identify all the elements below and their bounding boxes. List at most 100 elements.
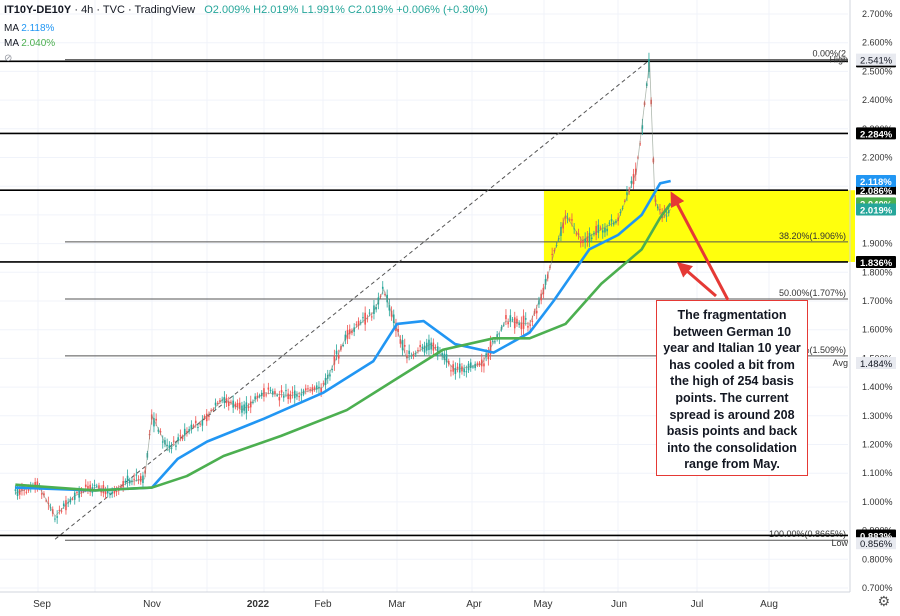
candle-body bbox=[571, 219, 573, 221]
settings-gear-icon[interactable]: ⚙ bbox=[877, 593, 890, 609]
candle-body bbox=[665, 215, 668, 217]
candle-body bbox=[397, 328, 399, 333]
y-tick-label: 0.700% bbox=[862, 583, 893, 593]
candle-body bbox=[241, 405, 243, 413]
candle-body bbox=[188, 429, 190, 432]
candle-body bbox=[423, 345, 426, 353]
candle-body bbox=[375, 307, 377, 310]
candle-body bbox=[478, 362, 481, 366]
candle-body bbox=[318, 386, 320, 389]
candle-body bbox=[659, 209, 661, 211]
y-tick-label: 1.700% bbox=[862, 296, 893, 306]
candle-body bbox=[414, 353, 417, 355]
candle-body bbox=[333, 356, 336, 365]
candle-body bbox=[366, 318, 369, 320]
candle-body bbox=[194, 420, 197, 424]
candle-body bbox=[544, 279, 547, 285]
candle-body bbox=[14, 489, 17, 491]
candle-body bbox=[337, 355, 340, 359]
candle-body bbox=[586, 236, 589, 242]
candle-body bbox=[483, 363, 485, 367]
candle-body bbox=[168, 445, 171, 449]
candle-body bbox=[291, 392, 294, 394]
candle-body bbox=[87, 485, 89, 490]
ma-slow-legend[interactable]: MA 2.040% bbox=[4, 38, 55, 49]
y-tick-label: 1.000% bbox=[862, 497, 893, 507]
side-mark-tag: Avg bbox=[833, 358, 848, 368]
candle-body bbox=[373, 305, 375, 315]
brand-label: TradingView bbox=[134, 4, 196, 16]
candle-body bbox=[111, 491, 113, 494]
candle-body bbox=[355, 324, 358, 326]
y-tick-label: 1.100% bbox=[862, 468, 893, 478]
candle-body bbox=[597, 224, 600, 233]
candle-body bbox=[568, 219, 571, 221]
x-tick-label: Jun bbox=[611, 599, 627, 610]
candle-body bbox=[214, 402, 217, 406]
candle-body bbox=[320, 387, 322, 393]
candle-body bbox=[210, 409, 212, 411]
candle-body bbox=[197, 426, 199, 428]
level-badge: 1.836% bbox=[860, 258, 893, 269]
candle-body bbox=[626, 192, 628, 195]
candle-body bbox=[238, 402, 241, 409]
annotation-box[interactable]: The fragmentation between German 10 year… bbox=[656, 300, 808, 476]
candle-body bbox=[40, 493, 43, 495]
candle-body bbox=[216, 402, 219, 404]
ma-fast-legend[interactable]: MA 2.118% bbox=[4, 23, 54, 34]
arrow-to-high bbox=[670, 191, 730, 301]
candle-body bbox=[307, 388, 309, 390]
candle-body bbox=[364, 312, 366, 325]
candle-body bbox=[274, 391, 276, 394]
y-tick-label: 1.200% bbox=[862, 440, 893, 450]
candle-body bbox=[71, 498, 74, 500]
candle-body bbox=[139, 476, 142, 482]
candle-body bbox=[577, 233, 580, 235]
candle-body bbox=[590, 237, 593, 239]
candle-body bbox=[133, 478, 135, 480]
candle-body bbox=[441, 353, 443, 357]
candle-body bbox=[190, 424, 193, 430]
y-tick-label: 1.600% bbox=[862, 325, 893, 335]
hide-indicators-icon[interactable]: ⊘ bbox=[4, 53, 13, 64]
candle-body bbox=[311, 387, 314, 392]
price-axis: 2.700%2.600%2.500%2.400%2.300%2.200%1.90… bbox=[829, 0, 896, 593]
candle-body bbox=[236, 402, 239, 407]
candle-body bbox=[368, 312, 371, 314]
fib-level-label: 38.20%(1.906%) bbox=[779, 231, 846, 241]
price-path bbox=[15, 61, 671, 517]
candle-body bbox=[480, 359, 483, 367]
candle-body bbox=[612, 222, 615, 225]
side-mark-tag: Low bbox=[831, 538, 848, 548]
candle-body bbox=[249, 401, 252, 408]
candle-body bbox=[309, 389, 311, 391]
time-axis: Sep Nov 2022 Feb Mar Apr May Jun Jul Aug bbox=[0, 591, 850, 610]
candle-body bbox=[21, 487, 23, 491]
candle-body bbox=[588, 232, 591, 242]
interval-label[interactable]: 4h bbox=[81, 4, 94, 16]
candle-body bbox=[348, 329, 351, 335]
candle-body bbox=[445, 354, 448, 363]
candle-body bbox=[82, 490, 85, 492]
fib-level-label: 100.00%(0.8665%) bbox=[769, 529, 846, 539]
candle-body bbox=[287, 393, 289, 400]
candle-body bbox=[654, 199, 657, 203]
candle-body bbox=[509, 315, 512, 322]
symbol-label[interactable]: IT10Y-DE10Y bbox=[4, 4, 72, 16]
y-tick-label: 2.400% bbox=[862, 95, 893, 105]
candle-body bbox=[230, 401, 232, 403]
candle-body bbox=[412, 354, 415, 357]
candle-body bbox=[282, 395, 285, 398]
candle-body bbox=[494, 341, 496, 343]
candle-body bbox=[370, 316, 373, 318]
x-tick-label: Mar bbox=[388, 599, 406, 610]
candle-body bbox=[313, 387, 316, 390]
candle-body bbox=[443, 353, 446, 360]
candle-body bbox=[278, 397, 281, 401]
candle-body bbox=[245, 402, 248, 414]
candle-body bbox=[601, 230, 604, 233]
candle-body bbox=[599, 227, 602, 229]
candle-body bbox=[219, 400, 221, 402]
candle-body bbox=[126, 475, 129, 482]
level-badge-bg bbox=[856, 127, 896, 140]
